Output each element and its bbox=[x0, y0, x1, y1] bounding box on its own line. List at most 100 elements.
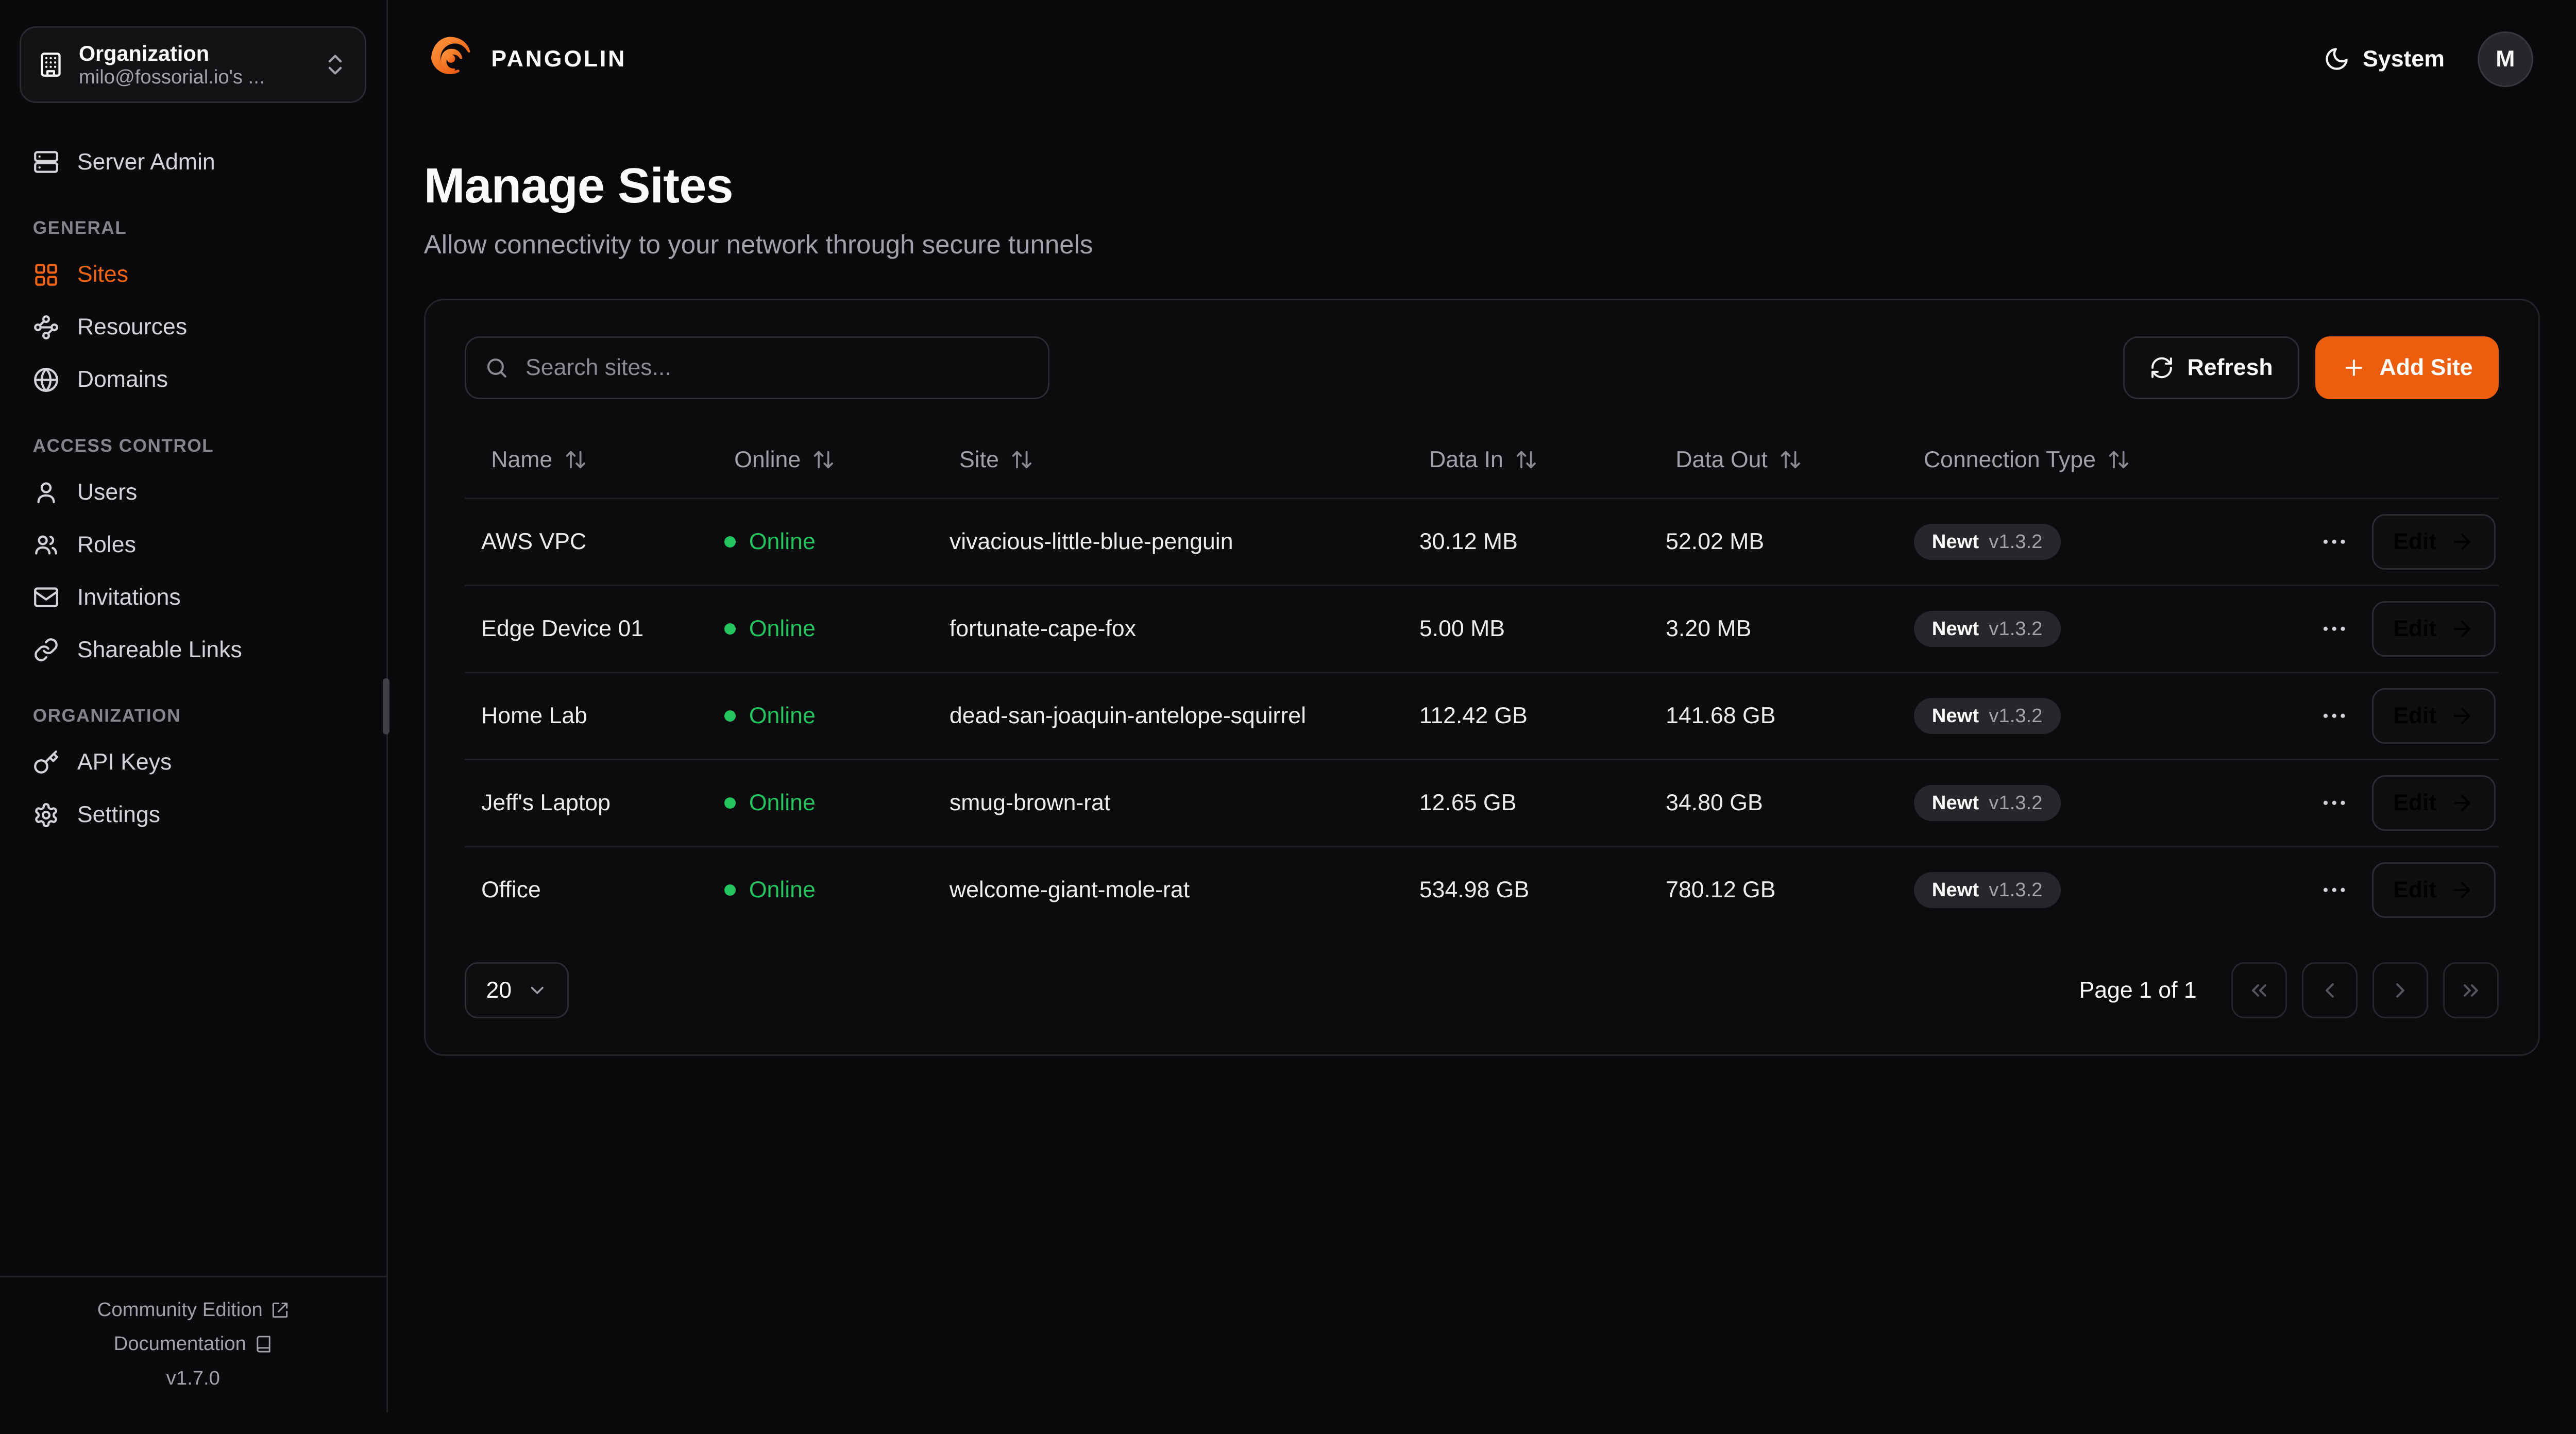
chevron-right-icon bbox=[2396, 983, 2405, 998]
sites-toolbar: Refresh Add Site bbox=[465, 336, 2499, 399]
sidebar-item-users[interactable]: Users bbox=[20, 466, 366, 519]
sort-icon bbox=[566, 451, 585, 469]
sidebar-nav: Server Admin GENERAL Sites Resources Dom… bbox=[20, 136, 366, 842]
edit-button[interactable]: Edit bbox=[2371, 514, 2496, 570]
page-size-select[interactable]: 20 bbox=[465, 962, 569, 1018]
edit-button[interactable]: Edit bbox=[2371, 775, 2496, 831]
edit-button[interactable]: Edit bbox=[2371, 688, 2496, 744]
last-page-button[interactable] bbox=[2443, 962, 2499, 1018]
status-cell: Online bbox=[708, 529, 933, 555]
org-switcher[interactable]: Organization milo@fossorial.io's ... bbox=[20, 26, 367, 104]
data-out-cell: 3.20 MB bbox=[1666, 616, 1752, 641]
sidebar-item-label: Sites bbox=[77, 262, 129, 287]
community-edition-label: Community Edition bbox=[97, 1299, 263, 1321]
row-menu-button[interactable] bbox=[2319, 614, 2349, 643]
data-out-cell: 780.12 GB bbox=[1666, 877, 1776, 902]
connection-badge: Newt v1.3.2 bbox=[1913, 698, 2061, 734]
online-dot-icon bbox=[724, 536, 736, 548]
brand[interactable]: PANGOLIN bbox=[424, 33, 627, 86]
site-name-cell: Office bbox=[481, 877, 541, 902]
data-in-cell: 12.65 GB bbox=[1419, 790, 1517, 815]
edit-button[interactable]: Edit bbox=[2371, 601, 2496, 657]
theme-toggle-button[interactable]: System bbox=[2324, 46, 2445, 72]
ellipsis-icon bbox=[2323, 800, 2345, 805]
status-cell: Online bbox=[708, 703, 933, 729]
row-menu-button[interactable] bbox=[2319, 788, 2349, 817]
page-subtitle: Allow connectivity to your network throu… bbox=[423, 229, 1093, 259]
site-name-cell: Edge Device 01 bbox=[481, 616, 644, 641]
connection-type-cell: Newt v1.3.2 bbox=[1897, 872, 2226, 908]
table-row: Office Online welcome-giant-mole-rat 534… bbox=[465, 845, 2499, 933]
plus-icon bbox=[2346, 360, 2363, 376]
section-label-access-control: ACCESS CONTROL bbox=[32, 435, 214, 456]
waypoints-icon bbox=[33, 315, 58, 339]
org-title: Organization bbox=[78, 41, 210, 65]
avatar[interactable]: M bbox=[2477, 31, 2534, 87]
table-footer: 20 Page 1 of 1 bbox=[465, 962, 2499, 1018]
connection-type-cell: Newt v1.3.2 bbox=[1897, 611, 2226, 647]
column-header-online[interactable]: Online bbox=[734, 447, 835, 473]
chevron-left-icon bbox=[2325, 983, 2334, 998]
documentation-link[interactable]: Documentation bbox=[114, 1333, 273, 1355]
documentation-label: Documentation bbox=[113, 1333, 246, 1355]
sidebar-item-roles[interactable]: Roles bbox=[20, 519, 366, 571]
edit-button[interactable]: Edit bbox=[2371, 862, 2496, 918]
column-header-connection-type[interactable]: Connection Type bbox=[1924, 447, 2130, 473]
add-site-button[interactable]: Add Site bbox=[2315, 336, 2499, 399]
section-label-general: GENERAL bbox=[32, 218, 127, 238]
status-cell: Online bbox=[708, 877, 933, 903]
sidebar-item-invitations[interactable]: Invitations bbox=[20, 571, 366, 624]
sidebar-item-shareable-links[interactable]: Shareable Links bbox=[20, 624, 366, 676]
chevrons-up-down-icon bbox=[322, 52, 348, 78]
next-page-button[interactable] bbox=[2372, 962, 2429, 1018]
refresh-icon bbox=[2151, 357, 2173, 379]
connection-badge: Newt v1.3.2 bbox=[1913, 524, 2061, 560]
column-header-site[interactable]: Site bbox=[959, 447, 1033, 473]
sidebar-item-server-admin[interactable]: Server Admin bbox=[20, 136, 366, 189]
sidebar-item-domains[interactable]: Domains bbox=[20, 353, 366, 406]
community-edition-link[interactable]: Community Edition bbox=[97, 1299, 289, 1321]
sidebar-item-label: Settings bbox=[77, 802, 161, 828]
row-menu-button[interactable] bbox=[2319, 875, 2349, 904]
server-icon bbox=[33, 151, 58, 174]
column-header-name[interactable]: Name bbox=[491, 447, 587, 473]
users-icon bbox=[35, 535, 57, 555]
refresh-button[interactable]: Refresh bbox=[2123, 336, 2299, 399]
status-cell: Online bbox=[708, 790, 933, 816]
online-dot-icon bbox=[724, 884, 736, 896]
ellipsis-icon bbox=[2323, 626, 2345, 631]
page-size-value: 20 bbox=[486, 977, 512, 1003]
org-subtitle: milo@fossorial.io's ... bbox=[78, 65, 265, 88]
sidebar-item-api-keys[interactable]: API Keys bbox=[20, 736, 366, 789]
data-in-cell: 5.00 MB bbox=[1419, 616, 1505, 641]
previous-page-button[interactable] bbox=[2301, 962, 2358, 1018]
site-slug-cell: smug-brown-rat bbox=[949, 790, 1111, 815]
connection-badge: Newt v1.3.2 bbox=[1913, 785, 2061, 821]
data-in-cell: 534.98 GB bbox=[1419, 877, 1530, 902]
sidebar-resize-handle[interactable] bbox=[383, 678, 389, 735]
page-title: Manage Sites bbox=[423, 158, 734, 214]
table-header: Name Online Site Data In Data Out bbox=[465, 422, 2499, 498]
sites-card: Refresh Add Site Name Online bbox=[423, 299, 2540, 1056]
arrow-right-icon bbox=[2453, 881, 2470, 898]
chevrons-right-icon bbox=[2464, 984, 2479, 997]
sidebar-item-label: Shareable Links bbox=[77, 637, 242, 662]
sidebar-item-label: Resources bbox=[77, 314, 188, 340]
sidebar-item-resources[interactable]: Resources bbox=[20, 301, 366, 353]
moon-icon bbox=[2325, 48, 2348, 70]
sidebar-item-sites[interactable]: Sites bbox=[20, 248, 366, 301]
search-input[interactable] bbox=[465, 336, 1050, 399]
external-link-icon bbox=[272, 1302, 287, 1318]
row-menu-button[interactable] bbox=[2319, 527, 2349, 556]
building-icon bbox=[38, 52, 64, 78]
table-row: AWS VPC Online vivacious-little-blue-pen… bbox=[465, 497, 2499, 585]
connection-type-cell: Newt v1.3.2 bbox=[1897, 698, 2226, 734]
add-site-label: Add Site bbox=[2379, 355, 2473, 381]
row-menu-button[interactable] bbox=[2319, 701, 2349, 730]
column-header-data-in[interactable]: Data In bbox=[1429, 447, 1538, 473]
sidebar: Organization milo@fossorial.io's ... Ser… bbox=[0, 0, 389, 1413]
first-page-button[interactable] bbox=[2231, 962, 2287, 1018]
user-icon bbox=[37, 482, 55, 504]
column-header-data-out[interactable]: Data Out bbox=[1675, 447, 1802, 473]
sidebar-item-settings[interactable]: Settings bbox=[20, 789, 366, 841]
